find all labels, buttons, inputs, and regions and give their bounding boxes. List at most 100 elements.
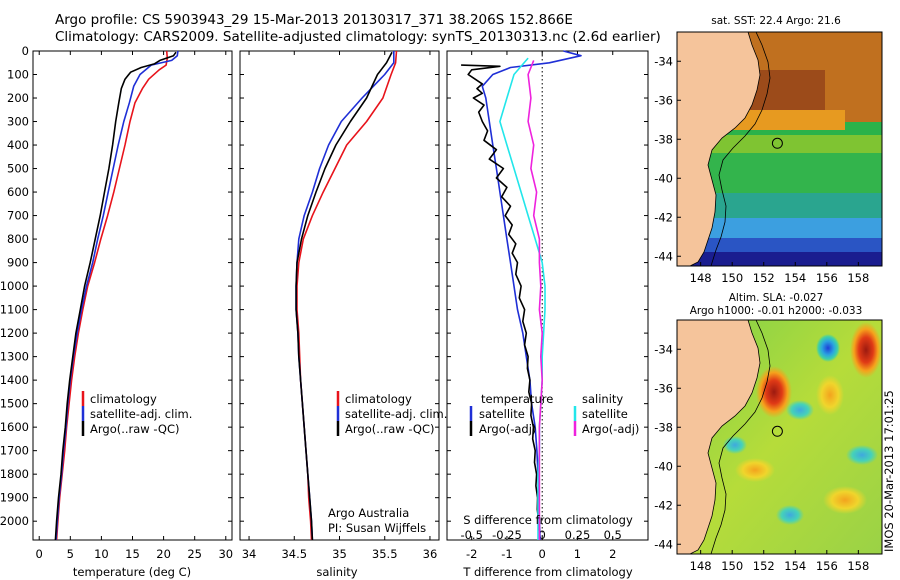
map-x-tick-label: 150 xyxy=(721,271,743,285)
legend-label-t-argo: Argo(-adj) xyxy=(479,422,536,436)
map-y-tick-label: -44 xyxy=(654,537,673,551)
sla-eddy-cold-5 xyxy=(723,436,747,454)
map-x-tick-label: 154 xyxy=(784,271,806,285)
s-x-tick-label: -0.5 xyxy=(460,528,482,542)
y-tick-label: 2000 xyxy=(0,514,29,528)
temperature-series xyxy=(54,50,179,541)
series-line-argo-raw-qc- xyxy=(295,51,393,541)
sla-eddy-cold-2 xyxy=(786,400,814,420)
x-tick-label: 36 xyxy=(423,547,438,561)
series-line-satellite-adj-clim- xyxy=(295,51,395,541)
difference-x-ticks: -2 -1 0 1 2 xyxy=(466,51,616,561)
sla-eddy-warm-5 xyxy=(735,458,775,482)
x-tick-label: 34 xyxy=(242,547,257,561)
difference-panel: -2 -1 0 1 2 -0.5 -0.25 0 0.25 0.5 temperature sa… xyxy=(446,50,649,579)
temperature-x-ticks: 0 5 10 15 20 25 30 xyxy=(36,51,233,561)
sla-y-ticks: -34 -36 -38 -40 -42 -44 xyxy=(654,342,681,551)
x-tick-label: 0 xyxy=(36,547,43,561)
series-line-climatology xyxy=(296,50,398,541)
sla-eddy-cold-3 xyxy=(846,445,878,465)
x-tick-label: 5 xyxy=(67,547,74,561)
sla-map-title-2: Argo h1000: -0.01 h2000: -0.033 xyxy=(690,305,863,317)
title-line-1: Argo profile: CS 5903943_29 15-Mar-2013 … xyxy=(55,12,573,28)
difference-y-ticks xyxy=(447,50,648,522)
legend-label-s-argo: Argo(-adj) xyxy=(582,422,639,436)
salinity-x-label: salinity xyxy=(316,565,357,579)
map-x-tick-label: 156 xyxy=(816,559,838,573)
sst-land xyxy=(677,32,761,266)
legend-header-salinity: salinity xyxy=(582,392,623,406)
salinity-series xyxy=(295,50,398,541)
y-tick-label: 1400 xyxy=(0,373,29,387)
legend-label-argo: Argo(..raw -QC) xyxy=(90,422,180,436)
map-x-tick-label: 158 xyxy=(847,559,869,573)
map-y-tick-label: -44 xyxy=(654,249,673,263)
legend-label-s-satellite: satellite xyxy=(582,407,628,421)
s-x-tick-label: -0.25 xyxy=(492,528,522,542)
y-tick-label: 400 xyxy=(7,138,29,152)
y-tick-label: 1100 xyxy=(0,303,29,317)
y-tick-label: 1700 xyxy=(0,444,29,458)
y-tick-label: 900 xyxy=(7,256,29,270)
sla-1000m-contour xyxy=(710,320,771,554)
y-tick-label: 700 xyxy=(7,209,29,223)
series-line-argo-raw-qc- xyxy=(54,51,177,541)
sla-map-frame xyxy=(676,319,883,555)
sst-band-yellow xyxy=(700,135,882,153)
sst-field xyxy=(677,32,882,266)
x-tick-label: 30 xyxy=(218,547,233,561)
salinity-x-ticks: 34 34.5 35 35.5 36 xyxy=(242,51,438,561)
x-tick-label: 2 xyxy=(609,547,616,561)
difference-t-axis-label: T difference from climatology xyxy=(462,565,633,579)
sla-land xyxy=(677,320,761,554)
map-y-tick-label: -36 xyxy=(654,381,673,395)
map-x-tick-label: 158 xyxy=(847,271,869,285)
x-tick-label: 35.5 xyxy=(372,547,398,561)
map-x-tick-label: 148 xyxy=(690,271,712,285)
y-tick-label: 600 xyxy=(7,185,29,199)
map-y-tick-label: -40 xyxy=(654,459,673,473)
title-line-2: Climatology: CARS2009. Satellite-adjuste… xyxy=(55,29,661,45)
difference-s-axis-label: S difference from climatology xyxy=(463,513,633,527)
legend-label-satellite: satellite-adj. clim. xyxy=(345,407,447,421)
sla-eddy-warm-3 xyxy=(816,375,844,415)
temperature-x-label: temperature (deg C) xyxy=(73,565,191,579)
map-y-tick-label: -34 xyxy=(654,54,673,68)
map-x-tick-label: 156 xyxy=(816,271,838,285)
x-tick-label: 1 xyxy=(574,547,581,561)
series-line-t-argo xyxy=(461,64,540,531)
sst-band-blue xyxy=(700,238,882,252)
legend-label-satellite: satellite-adj. clim. xyxy=(90,407,192,421)
sst-band-orange xyxy=(725,110,845,130)
map-y-tick-label: -36 xyxy=(654,93,673,107)
sla-eddy-cold-1 xyxy=(816,334,840,362)
sla-argo-marker xyxy=(771,425,783,437)
x-tick-label: 15 xyxy=(125,547,140,561)
map-x-tick-label: 154 xyxy=(784,559,806,573)
legend-label-t-satellite: satellite xyxy=(479,407,525,421)
sst-y-ticks: -34 -36 -38 -40 -42 -44 xyxy=(654,54,681,263)
sla-eddy-cold-4 xyxy=(776,505,804,525)
x-tick-label: -1 xyxy=(501,547,512,561)
salinity-legend: climatology satellite-adj. clim. Argo(..… xyxy=(336,391,447,436)
sst-map-title: sat. SST: 22.4 Argo: 21.6 xyxy=(711,15,841,27)
y-tick-label: 500 xyxy=(7,162,29,176)
difference-series xyxy=(461,50,582,541)
y-tick-label: 1600 xyxy=(0,420,29,434)
map-x-tick-label: 152 xyxy=(753,559,775,573)
legend-label-climatology: climatology xyxy=(345,392,412,406)
map-x-tick-label: 152 xyxy=(753,271,775,285)
sst-map-frame xyxy=(676,31,883,267)
map-y-tick-label: -42 xyxy=(654,210,673,224)
sla-map-title-1: Altim. SLA: -0.027 xyxy=(729,292,824,304)
temperature-y-ticks: 0 100 200 300 400 500 600 700 800 900 1000 1100 1200… xyxy=(0,44,232,528)
y-tick-label: 1300 xyxy=(0,350,29,364)
y-tick-label: 200 xyxy=(7,91,29,105)
legend-label-climatology: climatology xyxy=(90,392,157,406)
sla-eddy-warm-4 xyxy=(823,486,867,514)
series-line-satellite-adj-clim- xyxy=(55,50,179,541)
map-x-tick-label: 150 xyxy=(721,559,743,573)
x-tick-label: 0 xyxy=(539,547,546,561)
x-tick-label: 20 xyxy=(156,547,171,561)
map-y-tick-label: -38 xyxy=(654,420,673,434)
